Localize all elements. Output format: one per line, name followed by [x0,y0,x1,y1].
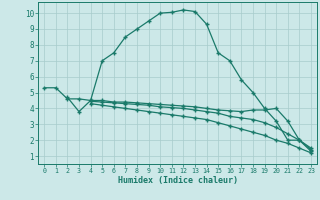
X-axis label: Humidex (Indice chaleur): Humidex (Indice chaleur) [118,176,238,185]
